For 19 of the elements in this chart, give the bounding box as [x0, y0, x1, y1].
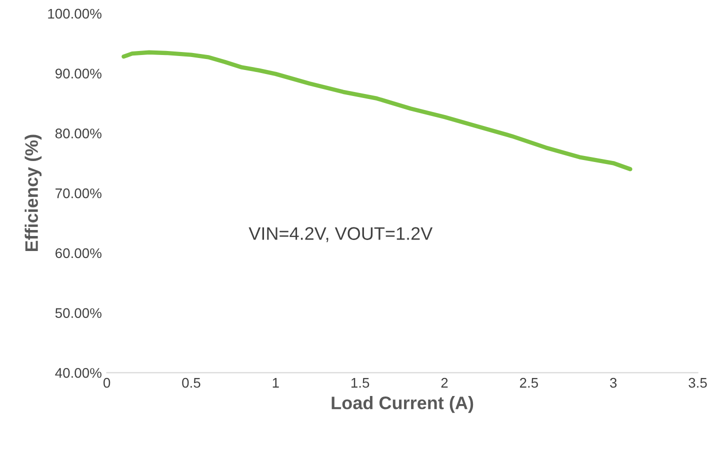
y-tick-label: 40.00% — [55, 368, 102, 378]
y-tick-label: 70.00% — [56, 188, 102, 198]
y-tick-label: 50.00% — [55, 308, 102, 318]
x-tick-label: 1 — [272, 378, 279, 388]
x-axis-title: Load Current (A) — [332, 396, 474, 413]
x-tick-label: 0.5 — [182, 378, 200, 388]
x-tick-label: 2.5 — [520, 378, 538, 388]
annotation: VIN=4.2V, VOUT=1.2V — [248, 227, 433, 242]
line-series — [122, 50, 632, 172]
y-tick-label: 80.00% — [55, 128, 102, 138]
y-axis-title: Efficiency (%) — [24, 134, 42, 252]
x-tick-label: 3.5 — [688, 378, 707, 388]
x-tick-label: 2 — [441, 378, 448, 388]
y-tick-label: 60.00% — [56, 248, 102, 258]
y-tick-label: 100.00% — [48, 8, 102, 19]
x-tick-label: 1.5 — [351, 378, 370, 388]
x-tick-label: 0 — [103, 378, 110, 388]
y-tick-label: 90.00% — [55, 68, 102, 79]
x-tick-label: 3 — [610, 378, 617, 388]
